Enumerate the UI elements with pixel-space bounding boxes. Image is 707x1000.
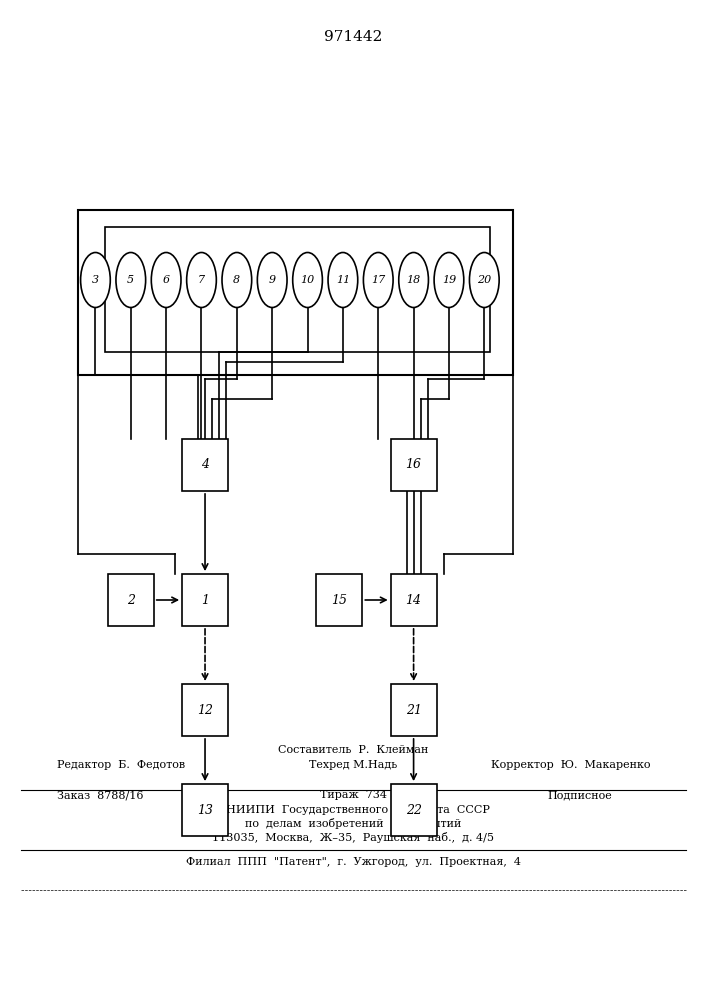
Ellipse shape [434,252,464,308]
Bar [107,574,153,626]
Text: 971442: 971442 [325,30,382,44]
Ellipse shape [222,252,252,308]
Text: 8: 8 [233,275,240,285]
Text: 2: 2 [127,593,135,606]
Ellipse shape [328,252,358,308]
Text: 11: 11 [336,275,350,285]
Bar [316,574,362,626]
Bar [105,227,490,352]
Ellipse shape [151,252,181,308]
Bar [182,439,228,491]
Text: Подписное: Подписное [547,790,612,800]
Bar [390,784,436,836]
Text: Тираж  734: Тираж 734 [320,790,387,800]
Bar [182,574,228,626]
Bar [182,784,228,836]
Ellipse shape [187,252,216,308]
Text: 13: 13 [197,804,213,816]
Ellipse shape [469,252,499,308]
Text: Редактор  Б.  Федотов: Редактор Б. Федотов [57,760,185,770]
Text: 3: 3 [92,275,99,285]
Bar [390,684,436,736]
Bar [390,439,436,491]
Text: 4: 4 [201,458,209,472]
Bar [182,684,228,736]
Text: 17: 17 [371,275,385,285]
Ellipse shape [116,252,146,308]
Text: 9: 9 [269,275,276,285]
Ellipse shape [363,252,393,308]
Text: 14: 14 [406,593,421,606]
Ellipse shape [81,252,110,308]
Ellipse shape [293,252,322,308]
Ellipse shape [257,252,287,308]
Text: 20: 20 [477,275,491,285]
Text: 18: 18 [407,275,421,285]
Text: Заказ  8788/16: Заказ 8788/16 [57,790,143,800]
Text: 7: 7 [198,275,205,285]
Text: 113035,  Москва,  Ж–35,  Раушская  наб.,  д. 4/5: 113035, Москва, Ж–35, Раушская наб., д. … [213,832,494,843]
Text: Техред М.Надь: Техред М.Надь [310,760,397,770]
Text: по  делам  изобретений  и  открытий: по делам изобретений и открытий [245,818,462,829]
Text: Корректор  Ю.  Макаренко: Корректор Ю. Макаренко [491,760,650,770]
Text: Составитель  Р.  Клейман: Составитель Р. Клейман [279,745,428,755]
Bar [390,574,436,626]
Bar [78,210,513,375]
Text: 5: 5 [127,275,134,285]
Text: 16: 16 [406,458,421,472]
Text: 10: 10 [300,275,315,285]
Text: 6: 6 [163,275,170,285]
Text: 1: 1 [201,593,209,606]
Text: 12: 12 [197,704,213,716]
Text: 19: 19 [442,275,456,285]
Text: ВНИИПИ  Государственного  комитета  СССР: ВНИИПИ Государственного комитета СССР [218,805,489,815]
Text: Филиал  ППП  "Патент",  г.  Ужгород,  ул.  Проектная,  4: Филиал ППП "Патент", г. Ужгород, ул. Про… [186,857,521,867]
Text: 21: 21 [406,704,421,716]
Ellipse shape [399,252,428,308]
Text: 22: 22 [406,804,421,816]
Text: 15: 15 [332,593,347,606]
